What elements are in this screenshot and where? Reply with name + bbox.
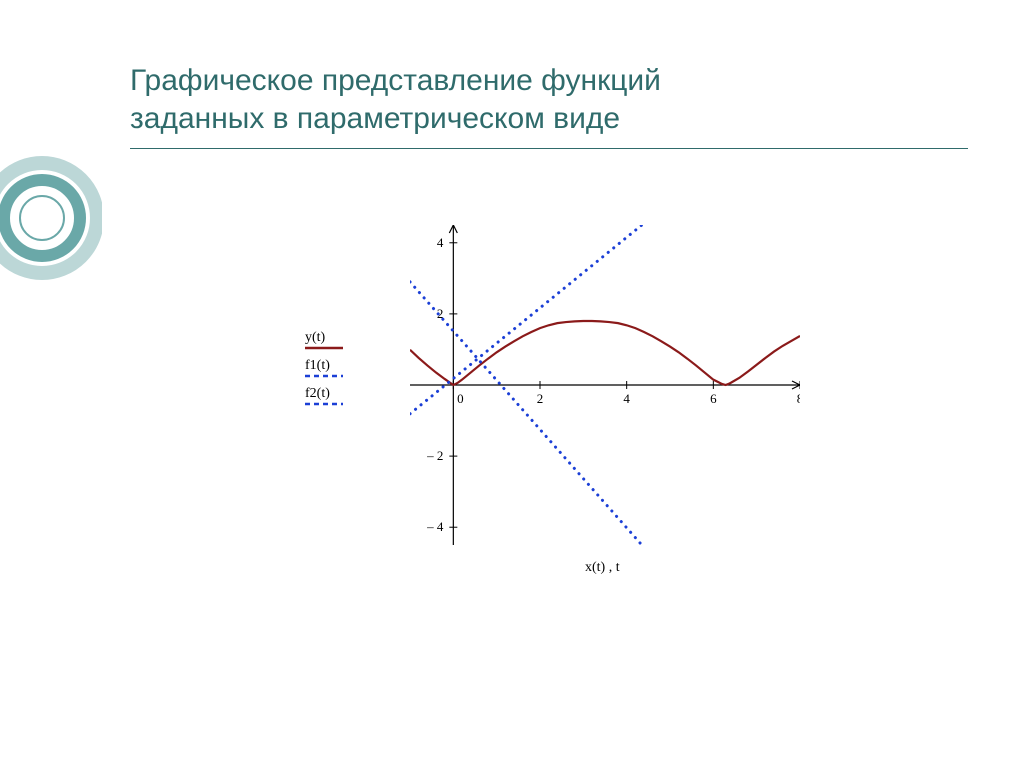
x-axis-label: x(t) , t bbox=[585, 560, 620, 576]
svg-text:– 4: – 4 bbox=[426, 519, 444, 534]
title-line1: Графическое представление функций bbox=[130, 62, 661, 100]
svg-text:– 2: – 2 bbox=[426, 448, 443, 463]
legend-item-y: y(t) bbox=[305, 330, 330, 346]
chart-legend: y(t) f1(t) f2(t) bbox=[305, 330, 330, 414]
svg-text:8: 8 bbox=[797, 391, 800, 406]
svg-text:4: 4 bbox=[623, 391, 630, 406]
title-line2: заданных в параметрическом виде bbox=[130, 100, 661, 138]
svg-text:4: 4 bbox=[437, 235, 444, 250]
slide-title: Графическое представление функций заданн… bbox=[130, 62, 661, 137]
parametric-chart: 0246842– 2– 4 bbox=[410, 225, 800, 545]
title-underline bbox=[130, 148, 968, 149]
svg-text:0: 0 bbox=[457, 391, 464, 406]
legend-item-f1: f1(t) bbox=[305, 358, 330, 374]
svg-text:6: 6 bbox=[710, 391, 717, 406]
svg-text:2: 2 bbox=[537, 391, 544, 406]
legend-item-f2: f2(t) bbox=[305, 386, 330, 402]
slide-bullet-decor bbox=[0, 68, 102, 368]
